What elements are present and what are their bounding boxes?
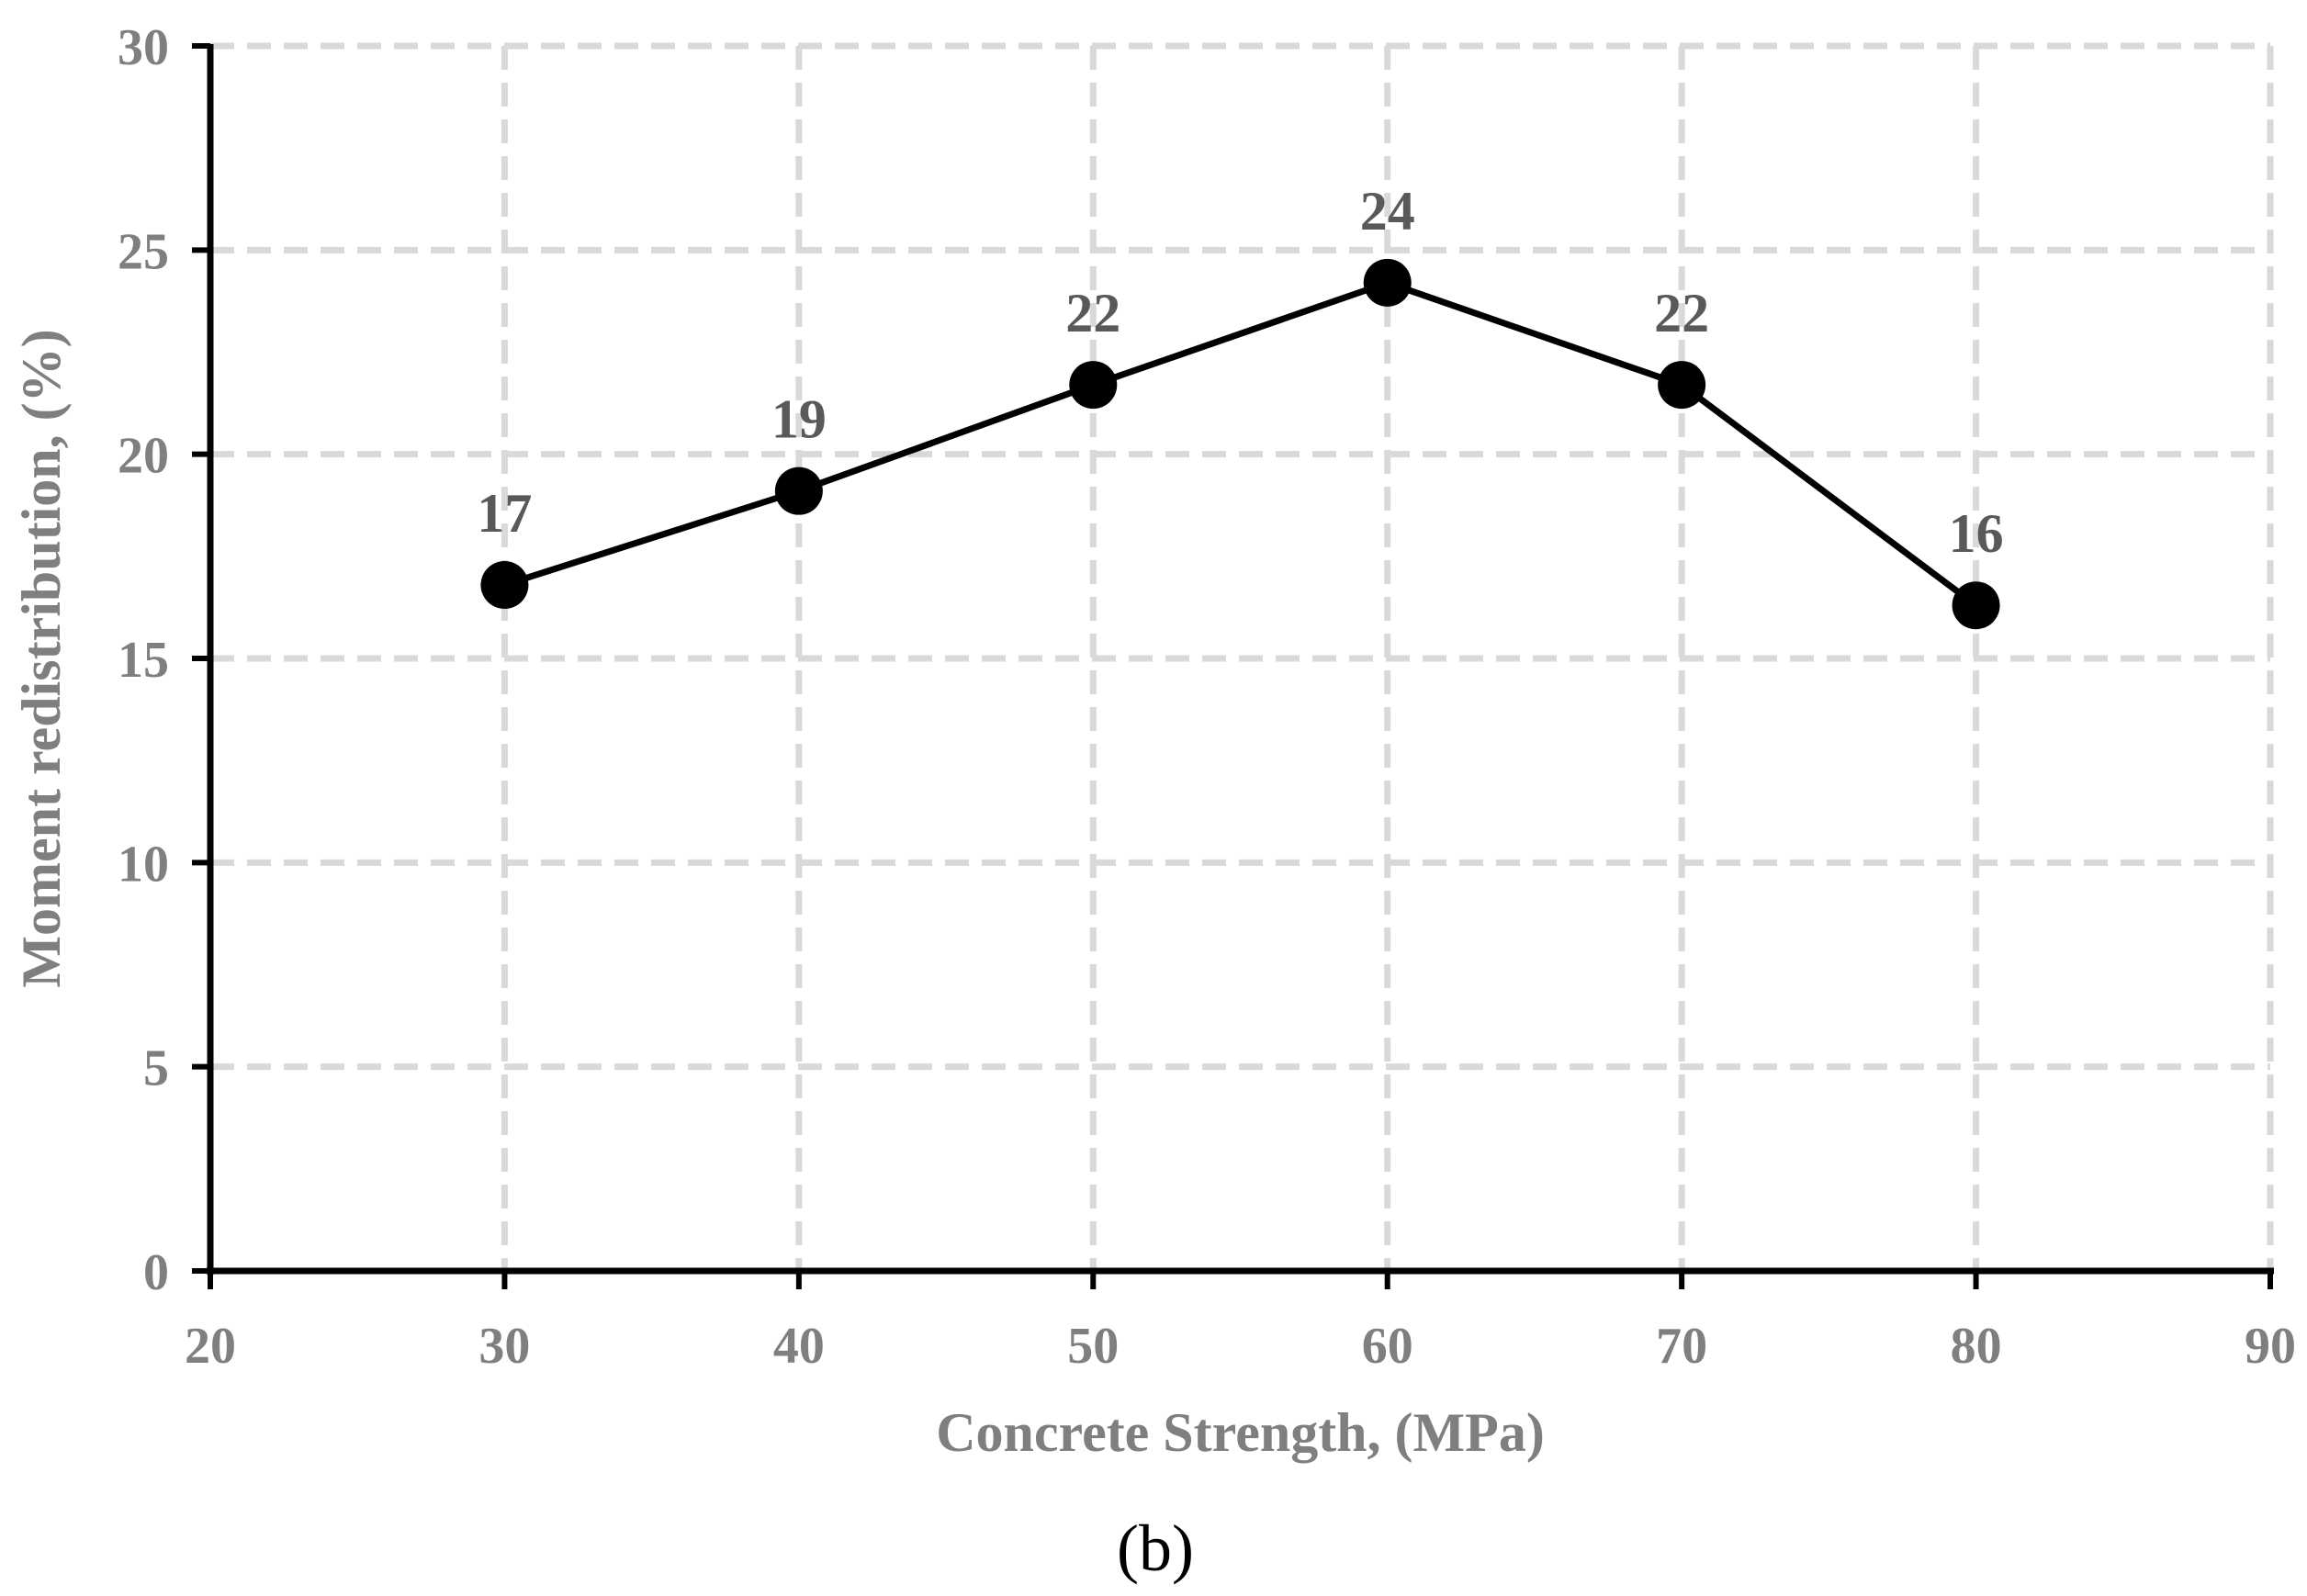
data-point <box>1658 361 1706 410</box>
y-tick-label: 30 <box>118 19 169 76</box>
y-tick-label: 10 <box>118 836 169 893</box>
x-tick-label: 50 <box>1067 1318 1119 1375</box>
data-label: 24 <box>1360 181 1415 242</box>
x-tick-label: 30 <box>478 1318 530 1375</box>
data-series <box>480 258 2000 630</box>
data-label: 17 <box>477 483 532 544</box>
data-point <box>1952 581 2000 630</box>
data-point <box>774 466 823 515</box>
y-tick-label: 15 <box>118 632 169 689</box>
x-tick-label: 80 <box>1951 1318 2002 1375</box>
data-point <box>1069 361 1118 410</box>
y-tick-label: 20 <box>118 428 169 485</box>
series-line <box>503 279 1978 608</box>
data-labels: 17 19 22 24 22 16 <box>477 181 2003 564</box>
data-point <box>480 560 529 609</box>
x-axis-title: Concrete Strength, (MPa) <box>936 1402 1545 1463</box>
tick-labels: 0 5 10 15 20 25 30 20 30 40 50 60 70 80 90 <box>118 19 2296 1375</box>
x-tick-label: 60 <box>1362 1318 1413 1375</box>
y-tick-label: 0 <box>143 1244 169 1301</box>
x-tick-label: 70 <box>1656 1318 1707 1375</box>
data-label: 22 <box>1654 283 1709 343</box>
y-axis-title: Moment redistribution, (%) <box>11 329 72 987</box>
axes <box>192 43 2274 1289</box>
data-point <box>1363 258 1412 307</box>
data-label: 19 <box>771 389 827 450</box>
y-tick-label: 25 <box>118 223 169 280</box>
data-label: 22 <box>1065 283 1120 343</box>
x-tick-label: 40 <box>773 1318 825 1375</box>
x-tick-label: 20 <box>185 1318 236 1375</box>
gridlines <box>210 42 2274 1271</box>
figure-caption: (b) <box>1117 1512 1194 1585</box>
y-tick-label: 5 <box>143 1040 169 1097</box>
data-label: 16 <box>1949 503 2004 564</box>
x-tick-label: 90 <box>2245 1318 2296 1375</box>
